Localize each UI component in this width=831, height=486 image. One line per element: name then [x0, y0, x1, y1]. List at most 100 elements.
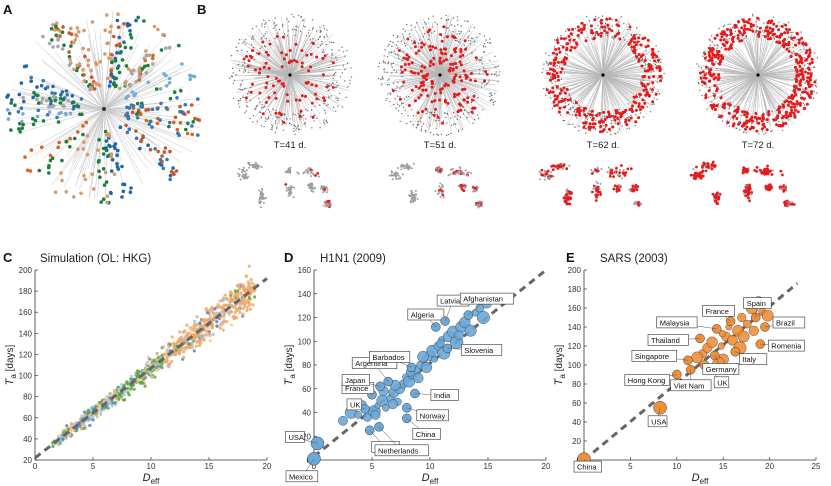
- map-point: [632, 188, 636, 192]
- network-node: [395, 44, 398, 46]
- network-node: [231, 67, 234, 70]
- network-node: [443, 112, 446, 115]
- network-node: [462, 113, 465, 115]
- map-point: [457, 169, 460, 172]
- network-node: [259, 101, 261, 103]
- star-node: [58, 101, 63, 105]
- infected-node: [658, 75, 662, 79]
- infected-node: [653, 59, 656, 63]
- network-edge: [249, 33, 291, 76]
- map-point: [399, 176, 402, 179]
- network-edge: [757, 74, 795, 93]
- star-node: [45, 113, 50, 117]
- map-point: [284, 183, 288, 186]
- infected-node: [249, 90, 253, 94]
- star-node: [81, 147, 86, 151]
- network-node: [815, 86, 818, 88]
- star-node: [108, 30, 112, 34]
- network-node: [445, 134, 448, 137]
- infected-node: [709, 48, 713, 52]
- map-point: [247, 175, 250, 178]
- infected-node: [795, 80, 798, 84]
- network-node: [387, 63, 389, 65]
- map-point: [622, 172, 626, 175]
- star-node: [168, 96, 173, 101]
- network-node: [313, 114, 315, 117]
- panel-a-star-network: [5, 10, 202, 205]
- infected-node: [299, 109, 303, 113]
- infected-node: [261, 112, 265, 116]
- star-node: [66, 98, 70, 103]
- infected-node: [286, 99, 290, 103]
- star-node: [37, 168, 42, 173]
- network-node: [718, 27, 720, 30]
- infected-node: [599, 34, 603, 38]
- network-node: [774, 116, 777, 118]
- infected-node: [568, 98, 572, 102]
- network-node: [335, 56, 337, 59]
- star-node: [164, 106, 169, 110]
- snapshot-2: [377, 14, 501, 137]
- infected-node: [637, 53, 641, 56]
- network-node: [328, 66, 330, 69]
- network-edge: [757, 45, 803, 76]
- infected-node: [584, 121, 588, 125]
- network-node: [395, 71, 398, 73]
- network-node: [705, 85, 708, 87]
- network-node: [406, 122, 408, 125]
- network-edge: [602, 74, 641, 81]
- star-node: [128, 84, 132, 88]
- star-node: [29, 79, 33, 83]
- network-edge: [757, 30, 759, 76]
- network-node: [442, 120, 445, 122]
- map-point: [457, 172, 460, 175]
- star-node: [72, 104, 76, 109]
- map-point: [289, 171, 292, 174]
- infected-node: [637, 59, 641, 63]
- star-node: [44, 98, 49, 103]
- network-edge: [602, 74, 609, 104]
- map-point: [637, 201, 640, 205]
- infected-node: [584, 114, 588, 118]
- network-edge: [395, 61, 441, 76]
- infected-node: [431, 62, 435, 66]
- infected-node: [646, 82, 650, 86]
- infected-node: [552, 61, 556, 65]
- network-edge: [757, 35, 772, 76]
- network-node: [390, 52, 393, 54]
- star-node: [128, 190, 133, 194]
- map-point: [791, 201, 794, 204]
- map-point: [241, 175, 244, 178]
- network-node: [580, 106, 582, 108]
- infected-node: [637, 102, 641, 106]
- map-point: [552, 175, 555, 178]
- star-node: [20, 119, 24, 124]
- infected-node: [588, 122, 592, 126]
- infected-node: [786, 103, 790, 107]
- network-edge: [289, 74, 293, 123]
- network-edge: [736, 52, 759, 76]
- network-node: [587, 112, 589, 115]
- branch-line: [103, 108, 157, 132]
- network-node: [297, 124, 299, 127]
- infected-node: [295, 60, 299, 64]
- infected-node: [606, 23, 610, 27]
- network-node: [477, 59, 479, 61]
- network-node: [788, 119, 790, 121]
- star-node: [60, 47, 65, 51]
- network-node: [319, 127, 321, 129]
- infected-node: [584, 106, 588, 110]
- map-point: [256, 165, 259, 168]
- origin-node: [756, 73, 760, 77]
- star-node: [104, 180, 109, 184]
- network-node: [336, 81, 338, 84]
- map-point: [237, 175, 240, 178]
- infected-node: [646, 44, 650, 48]
- infected-node: [331, 85, 335, 89]
- infected-node: [419, 93, 423, 97]
- map-point: [394, 172, 396, 175]
- map-point: [401, 173, 404, 176]
- network-node: [451, 33, 453, 35]
- network-node: [313, 120, 315, 122]
- star-node: [21, 122, 26, 127]
